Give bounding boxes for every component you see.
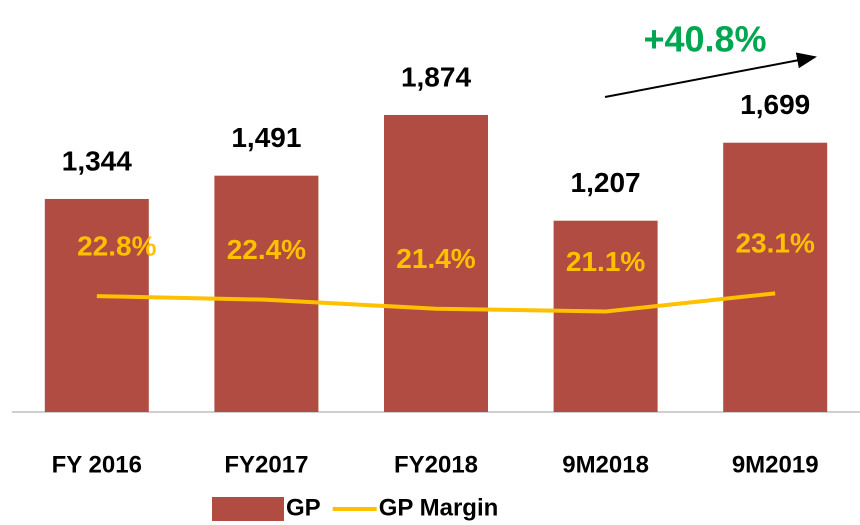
- x-tick-label: FY 2016: [52, 451, 142, 478]
- bar: [553, 220, 658, 412]
- line-value-label: 21.4%: [396, 243, 475, 274]
- x-tick-label: 9M2019: [732, 451, 819, 478]
- bar: [214, 175, 319, 412]
- bar: [384, 114, 488, 412]
- line-value-label: 23.1%: [735, 228, 814, 259]
- bar-value-label: 1,874: [401, 61, 471, 92]
- line-value-label: 21.1%: [566, 246, 645, 277]
- legend-label: GP Margin: [379, 494, 499, 521]
- line-value-label: 22.4%: [227, 234, 306, 265]
- bar: [723, 142, 828, 412]
- growth-arrow: [604, 52, 817, 98]
- x-tick-label: FY2017: [224, 451, 308, 478]
- bar-value-label: 1,699: [740, 89, 810, 120]
- bar-value-label: 1,207: [571, 167, 641, 198]
- bar-value-label: 1,491: [231, 122, 301, 153]
- bar-value-label: 1,344: [62, 145, 132, 176]
- legend-label: GP: [286, 494, 321, 521]
- x-tick-label: FY2018: [394, 451, 478, 478]
- bar: [44, 198, 149, 412]
- x-tick-label: 9M2018: [562, 451, 649, 478]
- line: [96, 291, 776, 314]
- legend-swatch: [212, 497, 284, 521]
- annotation: +40.8%: [643, 19, 766, 60]
- line-value-label: 22.8%: [77, 230, 156, 261]
